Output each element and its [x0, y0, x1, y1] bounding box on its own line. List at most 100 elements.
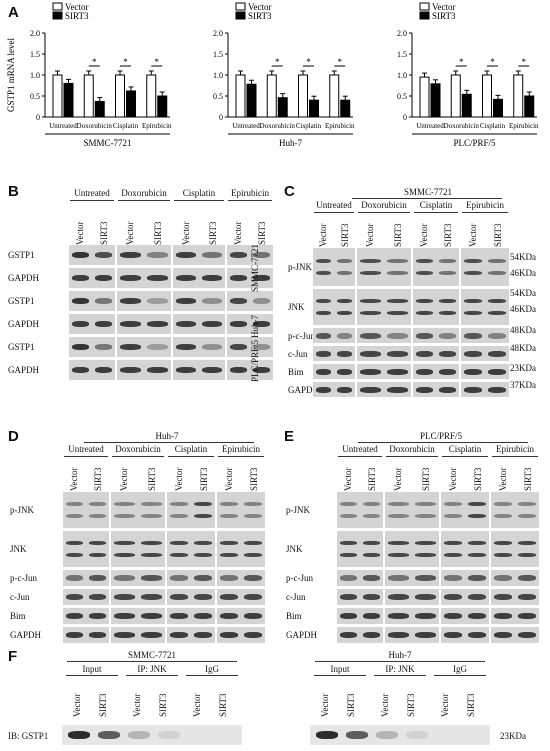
blot-strip: [385, 531, 439, 567]
blot-strip: [337, 531, 383, 567]
blot-strip: [313, 248, 355, 286]
band: [415, 502, 436, 506]
panel-label-d: D: [8, 428, 19, 445]
x-tick-label: Cisplatin: [113, 122, 139, 130]
band: [444, 575, 462, 581]
blot-strip: [461, 346, 509, 361]
bar-sirt3: [94, 100, 105, 118]
blot-title: Huh-7: [155, 431, 179, 441]
band: [464, 271, 482, 276]
band: [387, 332, 408, 339]
band: [416, 386, 433, 393]
significance-star: *: [459, 57, 464, 67]
blot-strip: [357, 289, 411, 325]
blot-strip: [337, 492, 383, 528]
band: [95, 298, 112, 304]
y-tick-label: 2.0: [397, 29, 407, 38]
y-tick-label: 2.0: [30, 29, 40, 38]
legend-label-sirt3: SIRT3: [248, 11, 272, 21]
lane-label: SIRT3: [340, 223, 350, 247]
band: [387, 386, 408, 393]
row-label: p-JNK: [286, 505, 310, 515]
band: [253, 298, 270, 304]
kda-label: 48KDa: [510, 343, 536, 353]
band: [363, 575, 380, 581]
y-tick-label: 1.5: [397, 50, 407, 59]
band: [316, 731, 338, 739]
blot-strip: [227, 291, 273, 311]
band: [253, 367, 270, 373]
blot-strip: [69, 245, 115, 265]
blot-strip: [117, 337, 171, 357]
blot-strip: [441, 531, 489, 567]
bar-sirt3: [340, 99, 351, 118]
row-label: GAPDH: [288, 384, 320, 395]
blot-strip: [441, 492, 489, 528]
band: [468, 502, 486, 506]
band: [66, 632, 83, 638]
blot-strip: [173, 360, 225, 380]
treatment-label: Untreated: [74, 188, 110, 198]
significance-star: *: [123, 57, 128, 67]
bar-vector: [513, 74, 524, 118]
row-label: p-c-Jun: [288, 330, 315, 341]
bar-sirt3: [524, 95, 535, 118]
band: [89, 514, 106, 518]
treatment-label: Doxorubicin: [389, 444, 435, 454]
blot-strip: [413, 364, 459, 379]
row-label: GAPDH: [8, 319, 40, 329]
band: [494, 514, 512, 518]
legend-swatch-sirt3: [235, 11, 246, 20]
panel-label-c: C: [284, 183, 295, 200]
blot-strip: [385, 589, 439, 605]
row-label: IB: GSTP1: [8, 731, 49, 741]
significance-star: *: [306, 57, 311, 67]
significance-star: *: [92, 57, 97, 67]
blot-strip: [167, 589, 215, 605]
group-label: Input: [82, 664, 102, 674]
band: [360, 258, 381, 263]
legend-label-sirt3: SIRT3: [65, 11, 89, 21]
band: [120, 275, 141, 281]
blot-strip: [337, 589, 383, 605]
band: [439, 350, 456, 357]
band: [202, 275, 222, 281]
group-rule: [126, 675, 178, 676]
group-label: IP: JNK: [385, 664, 415, 674]
band: [72, 275, 89, 281]
blot-strip: [69, 314, 115, 334]
blot-strip: [227, 245, 273, 265]
blot-strip: [385, 570, 439, 586]
group-rule: [374, 675, 426, 676]
lane-label: SIRT3: [406, 693, 416, 717]
lane-label: Vector: [320, 693, 330, 718]
band: [488, 368, 506, 375]
treatment-rule: [414, 212, 458, 213]
significance-star: *: [338, 57, 343, 67]
treatment-label: Doxorubicin: [115, 444, 161, 454]
lane-label: SIRT3: [93, 467, 103, 491]
band: [340, 613, 357, 619]
band: [141, 575, 162, 581]
band: [494, 553, 512, 557]
significance-star: *: [490, 57, 495, 67]
blot-title: PLC/PRF/5: [419, 431, 463, 441]
blot-strip: [117, 245, 171, 265]
treatment-rule: [70, 200, 114, 201]
band: [340, 632, 357, 638]
blot-strip: [461, 382, 509, 397]
x-tick-label: Epirubicin: [142, 122, 172, 130]
band: [194, 594, 212, 600]
x-tick-label: Doxorubicin: [260, 122, 296, 130]
lane-label: Vector: [497, 467, 508, 492]
band: [337, 271, 352, 276]
band: [415, 553, 436, 557]
band: [360, 350, 381, 357]
y-tick-label: 1.0: [213, 71, 223, 80]
lane-label: SIRT3: [421, 467, 431, 491]
band: [360, 386, 381, 393]
band: [114, 553, 135, 557]
band: [158, 731, 180, 739]
band: [415, 613, 436, 619]
